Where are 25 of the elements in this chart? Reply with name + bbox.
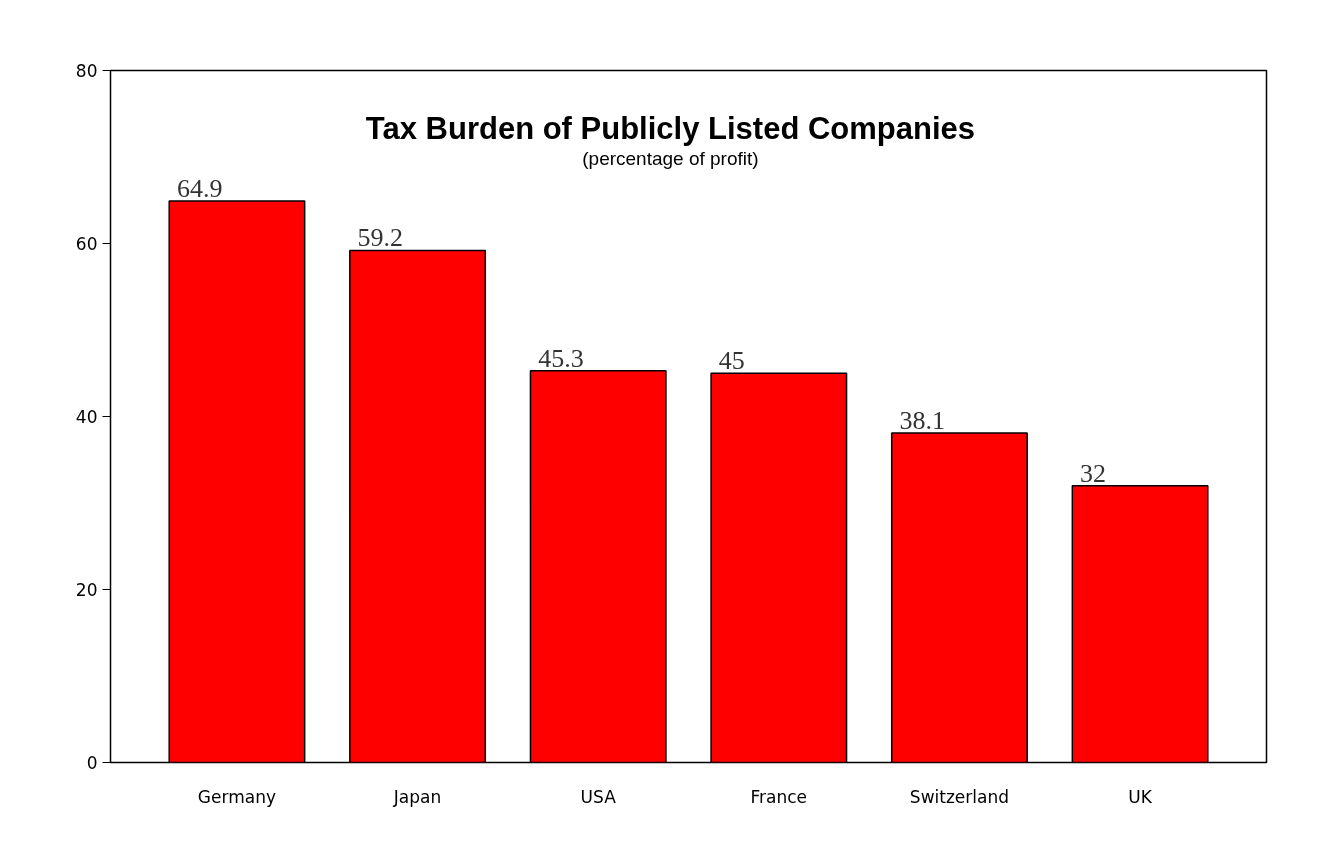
- bar: [710, 372, 848, 763]
- data-label: 32: [1080, 458, 1107, 488]
- bar: [168, 200, 306, 763]
- x-tick-label: UK: [1128, 786, 1153, 807]
- x-tick-label: USA: [580, 786, 617, 807]
- x-tick-label: Switzerland: [909, 786, 1010, 807]
- text: (percentage of profit): [582, 147, 759, 169]
- data-label: 45.3: [538, 343, 584, 373]
- data-label: 45: [718, 346, 745, 376]
- text: Tax Burden of Publicly Listed Companies: [365, 110, 976, 146]
- x-tick-label: Germany: [197, 786, 277, 807]
- data-label: 64.9: [176, 174, 223, 204]
- y-tick-label: 60: [75, 234, 98, 254]
- y-tick-label: 20: [75, 580, 98, 600]
- x-tick-label: Japan: [392, 786, 442, 807]
- y-tick-label: 40: [75, 407, 98, 427]
- x-tick-label: France: [750, 786, 808, 807]
- data-label: 38.1: [899, 405, 945, 435]
- data-label: 59.2: [357, 223, 404, 253]
- y-tick-label: 80: [75, 61, 98, 81]
- bar: [890, 432, 1028, 763]
- bar: [529, 369, 667, 763]
- bar: [349, 249, 487, 763]
- y-tick-label: 0: [86, 753, 98, 773]
- bar: [1071, 484, 1209, 763]
